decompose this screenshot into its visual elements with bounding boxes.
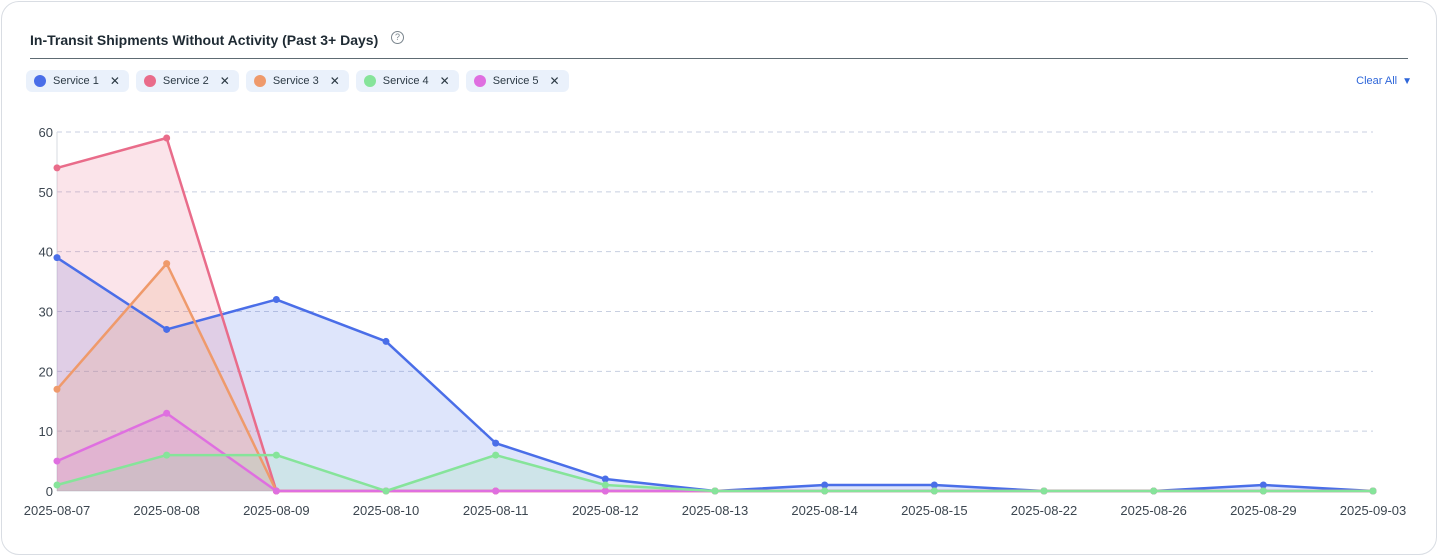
data-point	[601, 481, 609, 489]
data-point	[272, 487, 280, 495]
data-point	[53, 481, 61, 489]
x-tick-label: 2025-08-10	[353, 503, 420, 518]
legend-chip-service-4[interactable]: Service 4 ✕	[355, 70, 459, 92]
close-icon[interactable]: ✕	[109, 74, 120, 88]
series-area	[57, 455, 1373, 491]
x-tick-label: 2025-08-09	[243, 503, 310, 518]
series-area	[57, 257, 1373, 491]
data-point	[272, 451, 280, 459]
y-tick-label: 60	[39, 125, 53, 140]
legend-chip-service-2[interactable]: Service 2 ✕	[135, 70, 239, 92]
legend-dot-icon	[143, 75, 156, 87]
x-tick-label: 2025-08-12	[572, 503, 639, 518]
data-point	[382, 337, 390, 345]
clear-all-label: Clear All	[1356, 75, 1398, 87]
caret-down-icon: ▼	[1402, 75, 1412, 87]
legend: Service 1 ✕ Service 2 ✕ Service 3 ✕ Serv…	[26, 70, 569, 94]
x-tick-label: 2025-08-29	[1230, 503, 1297, 518]
y-tick-label: 0	[46, 484, 53, 499]
y-tick-label: 10	[39, 424, 53, 439]
data-point	[1040, 487, 1048, 495]
data-point	[163, 409, 171, 417]
close-icon[interactable]: ✕	[329, 74, 340, 88]
data-point	[930, 487, 938, 495]
data-point	[53, 457, 61, 465]
y-tick-label: 20	[39, 364, 53, 379]
data-point	[163, 325, 171, 333]
close-icon[interactable]: ✕	[219, 74, 230, 88]
x-tick-label: 2025-08-13	[682, 503, 749, 518]
data-point	[492, 439, 500, 447]
legend-chip-service-1[interactable]: Service 1 ✕	[26, 70, 129, 92]
data-point	[163, 134, 171, 142]
legend-chip-label: Service 4	[382, 75, 429, 87]
x-tick-label: 2025-09-03	[1340, 503, 1407, 518]
data-point	[53, 254, 61, 262]
data-point	[53, 164, 61, 172]
x-tick-label: 2025-08-14	[791, 503, 858, 518]
data-point	[492, 487, 500, 495]
data-point	[711, 487, 719, 495]
data-point	[382, 487, 390, 495]
card-header: In-Transit Shipments Without Activity (P…	[30, 30, 1408, 59]
series-area	[57, 413, 1373, 491]
data-point	[492, 451, 500, 459]
x-tick-label: 2025-08-22	[1011, 503, 1078, 518]
data-point	[163, 260, 171, 268]
question-circle-icon[interactable]: ?	[391, 31, 404, 44]
data-point	[1259, 487, 1267, 495]
y-tick-label: 40	[39, 245, 53, 260]
data-point	[821, 487, 829, 495]
y-tick-label: 30	[39, 305, 53, 320]
legend-chip-service-3[interactable]: Service 3 ✕	[245, 70, 349, 92]
x-tick-label: 2025-08-26	[1120, 503, 1187, 518]
x-tick-label: 2025-08-11	[463, 503, 529, 518]
data-point	[1150, 487, 1158, 495]
legend-chip-label: Service 5	[492, 75, 539, 87]
legend-dot-icon	[34, 75, 46, 87]
series-area	[57, 263, 1373, 491]
data-point	[1259, 481, 1267, 489]
data-point	[601, 487, 609, 495]
data-point	[272, 296, 280, 304]
legend-chip-service-5[interactable]: Service 5 ✕	[465, 70, 569, 92]
legend-dot-icon	[253, 75, 266, 87]
x-tick-label: 2025-08-08	[133, 503, 200, 518]
close-icon[interactable]: ✕	[549, 74, 560, 88]
data-point	[821, 481, 829, 489]
data-point	[53, 385, 61, 393]
legend-dot-icon	[473, 75, 486, 87]
data-point	[930, 481, 938, 489]
clear-all-button[interactable]: Clear All ▼	[1356, 75, 1412, 87]
data-point	[163, 451, 171, 459]
chart-title: In-Transit Shipments Without Activity (P…	[30, 32, 379, 48]
data-point	[601, 475, 609, 483]
x-tick-label: 2025-08-07	[24, 503, 91, 518]
legend-dot-icon	[363, 75, 376, 87]
data-point	[1369, 487, 1377, 495]
legend-chip-label: Service 2	[162, 75, 209, 87]
close-icon[interactable]: ✕	[439, 74, 450, 88]
y-tick-label: 50	[39, 185, 53, 200]
legend-chip-label: Service 1	[53, 75, 99, 87]
legend-chip-label: Service 3	[272, 75, 319, 87]
x-tick-label: 2025-08-15	[901, 503, 968, 518]
